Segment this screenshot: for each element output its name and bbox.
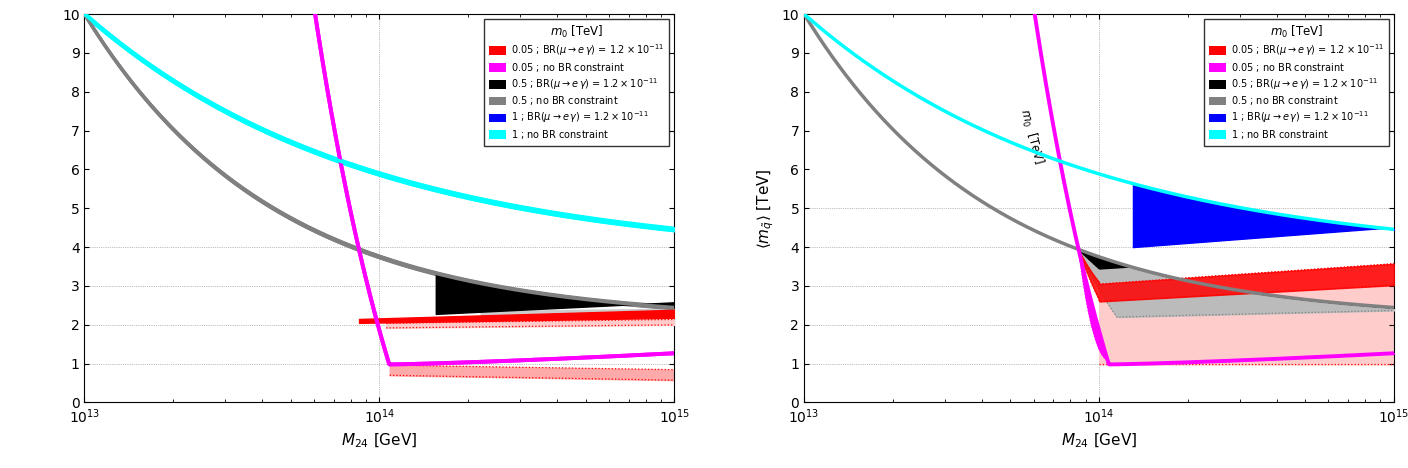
X-axis label: $M_{24}$ [GeV]: $M_{24}$ [GeV] <box>1060 431 1138 450</box>
Y-axis label: $\langle m_{\tilde{q}}\rangle$ [TeV]: $\langle m_{\tilde{q}}\rangle$ [TeV] <box>756 168 776 249</box>
Text: $m_0$  [TeV]: $m_0$ [TeV] <box>1017 107 1046 166</box>
Legend: $0.05$ ; BR($\mu \rightarrow e\,\gamma$) = $1.2 \times 10^{-11}$, $0.05$ ; no BR: $0.05$ ; BR($\mu \rightarrow e\,\gamma$)… <box>484 19 669 146</box>
X-axis label: $M_{24}$ [GeV]: $M_{24}$ [GeV] <box>341 431 418 450</box>
Legend: $0.05$ ; BR($\mu \rightarrow e\,\gamma$) = $1.2 \times 10^{-11}$, $0.05$ ; no BR: $0.05$ ; BR($\mu \rightarrow e\,\gamma$)… <box>1204 19 1390 146</box>
